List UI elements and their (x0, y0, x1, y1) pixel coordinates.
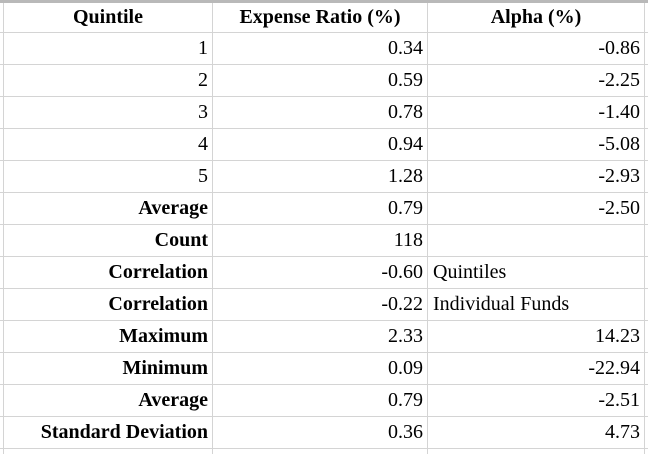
cell-alpha-value[interactable]: -5.08 (428, 129, 645, 161)
cell-expense-value[interactable]: 0.59 (213, 65, 428, 97)
clipped-right-column-stub (645, 289, 648, 321)
clipped-left-column-stub (0, 257, 4, 289)
clipped-left-column-stub (0, 225, 4, 257)
cell-quintile-label[interactable]: 4 (4, 129, 213, 161)
table-row: 1 0.34 -0.86 (0, 33, 648, 65)
cell-expense-value[interactable]: -0.60 (213, 257, 428, 289)
clipped-right-column-stub (645, 97, 648, 129)
cell-stat-label[interactable]: Minimum (4, 353, 213, 385)
cell-stat-label[interactable]: Average (4, 193, 213, 225)
empty-cell[interactable] (428, 449, 645, 454)
clipped-right-column-stub (645, 225, 648, 257)
cell-stat-label[interactable]: Maximum (4, 321, 213, 353)
clipped-left-column-stub: : (0, 3, 4, 33)
table-row: 3 0.78 -1.40 (0, 97, 648, 129)
cell-quintile-label[interactable]: 2 (4, 65, 213, 97)
table-header-row: : Quintile Expense Ratio (%) Alpha (%) (0, 3, 648, 33)
cell-expense-value[interactable]: 0.79 (213, 193, 428, 225)
header-quintile[interactable]: Quintile (4, 3, 213, 33)
table-row: Correlation -0.22 Individual Funds (0, 289, 648, 321)
clipped-right-column-stub (645, 161, 648, 193)
clipped-right-column-stub (645, 129, 648, 161)
clipped-left-column-stub (0, 449, 4, 454)
table-row-partial (0, 449, 648, 454)
cell-expense-value[interactable]: 0.94 (213, 129, 428, 161)
cell-alpha-value[interactable]: 4.73 (428, 417, 645, 449)
header-expense-ratio[interactable]: Expense Ratio (%) (213, 3, 428, 33)
cell-alpha-value[interactable]: -2.50 (428, 193, 645, 225)
table-row: Average 0.79 -2.50 (0, 193, 648, 225)
table-row: Average 0.79 -2.51 (0, 385, 648, 417)
table-row: Correlation -0.60 Quintiles (0, 257, 648, 289)
cell-alpha-note[interactable]: Individual Funds (428, 289, 645, 321)
cell-stat-label[interactable]: Correlation (4, 289, 213, 321)
clipped-header-text-fragment: : (0, 3, 2, 32)
cell-alpha-value[interactable]: -2.93 (428, 161, 645, 193)
table-row: Minimum 0.09 -22.94 (0, 353, 648, 385)
cell-stat-label[interactable]: Count (4, 225, 213, 257)
cell-alpha-value[interactable]: -1.40 (428, 97, 645, 129)
cell-expense-value[interactable]: 2.33 (213, 321, 428, 353)
cell-expense-value[interactable]: 118 (213, 225, 428, 257)
clipped-left-column-stub (0, 353, 4, 385)
clipped-left-column-stub (0, 417, 4, 449)
clipped-right-column-stub (645, 353, 648, 385)
cell-expense-value[interactable]: 0.79 (213, 385, 428, 417)
clipped-left-column-stub (0, 97, 4, 129)
header-alpha[interactable]: Alpha (%) (428, 3, 645, 33)
cell-alpha-value[interactable]: -22.94 (428, 353, 645, 385)
clipped-left-column-stub (0, 321, 4, 353)
cell-alpha-value[interactable]: -2.25 (428, 65, 645, 97)
cell-expense-value[interactable]: 0.78 (213, 97, 428, 129)
clipped-left-column-stub (0, 289, 4, 321)
clipped-right-column-stub (645, 321, 648, 353)
clipped-left-column-stub (0, 385, 4, 417)
clipped-right-column-stub (645, 3, 648, 33)
clipped-left-column-stub (0, 161, 4, 193)
cell-alpha-value[interactable] (428, 225, 645, 257)
empty-cell[interactable] (213, 449, 428, 454)
cell-alpha-value[interactable]: -0.86 (428, 33, 645, 65)
cell-alpha-value[interactable]: -2.51 (428, 385, 645, 417)
cell-expense-value[interactable]: -0.22 (213, 289, 428, 321)
cell-quintile-label[interactable]: 3 (4, 97, 213, 129)
table-row: 2 0.59 -2.25 (0, 65, 648, 97)
table-top-border (0, 0, 648, 3)
clipped-left-column-stub (0, 129, 4, 161)
table-row: 5 1.28 -2.93 (0, 161, 648, 193)
cell-alpha-note[interactable]: Quintiles (428, 257, 645, 289)
table-row: Standard Deviation 0.36 4.73 (0, 417, 648, 449)
clipped-right-column-stub (645, 385, 648, 417)
clipped-right-column-stub (645, 65, 648, 97)
clipped-right-column-stub (645, 193, 648, 225)
cell-expense-value[interactable]: 0.09 (213, 353, 428, 385)
empty-cell[interactable] (4, 449, 213, 454)
cell-expense-value[interactable]: 0.36 (213, 417, 428, 449)
clipped-left-column-stub (0, 65, 4, 97)
clipped-right-column-stub (645, 33, 648, 65)
cell-expense-value[interactable]: 0.34 (213, 33, 428, 65)
clipped-right-column-stub (645, 257, 648, 289)
table-row: 4 0.94 -5.08 (0, 129, 648, 161)
cell-stat-label[interactable]: Correlation (4, 257, 213, 289)
clipped-left-column-stub (0, 33, 4, 65)
cell-quintile-label[interactable]: 1 (4, 33, 213, 65)
cell-alpha-value[interactable]: 14.23 (428, 321, 645, 353)
clipped-right-column-stub (645, 417, 648, 449)
cell-expense-value[interactable]: 1.28 (213, 161, 428, 193)
cell-stat-label[interactable]: Average (4, 385, 213, 417)
table-row: Count 118 (0, 225, 648, 257)
table-row: Maximum 2.33 14.23 (0, 321, 648, 353)
cell-quintile-label[interactable]: 5 (4, 161, 213, 193)
cell-stat-label[interactable]: Standard Deviation (4, 417, 213, 449)
clipped-left-column-stub (0, 193, 4, 225)
